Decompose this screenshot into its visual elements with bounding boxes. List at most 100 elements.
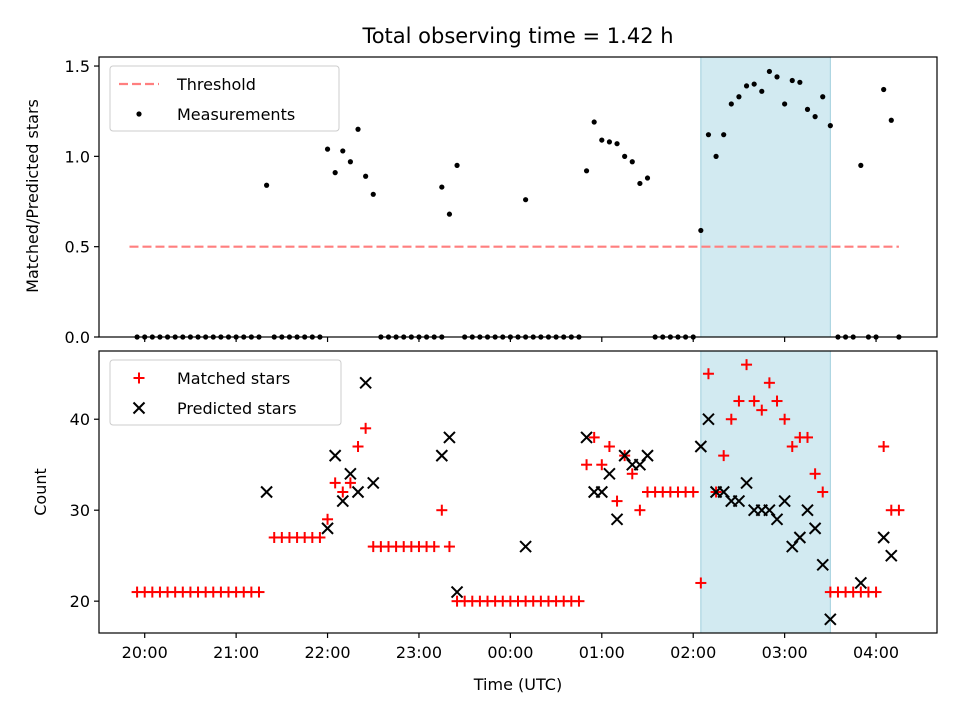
bottom-series1-point-3-b [336,494,349,508]
bottom-legend: Matched stars Predicted stars [109,359,342,426]
top-series0-point-61 [583,168,590,174]
bottom-series0-point-16 [253,586,265,598]
bottom-series1-point-41-b [885,549,898,562]
bottom-series1-point-24-b [717,485,730,499]
bottom-series1-point-14 [595,485,609,499]
bottom-series1-point-4 [344,467,357,481]
bottom-series0-point-59 [588,431,600,443]
top-ytick-label-0: 0.0 [65,328,90,347]
top-series0-point-97 [858,162,864,168]
bottom-series1-point-26 [732,494,746,508]
bottom-xtick-label-0: 20:00 [122,643,168,662]
bottom-series1-point-19-b [633,458,647,471]
bottom-series1-point-17 [618,449,631,462]
bottom-legend-label-0: Matched stars [177,369,290,388]
bottom-series1-point-36 [808,522,822,535]
bottom-series1-point-21-b [694,440,708,453]
bottom-series0-point-29 [360,422,372,434]
bottom-legend-marker-1-b [132,401,146,415]
bottom-series0-point-23 [314,531,326,543]
top-series0-point-101 [888,117,894,123]
bottom-series0-point-62 [611,495,623,507]
top-series0-point-27 [340,148,346,154]
bottom-series1-point-11-b [519,540,532,553]
bottom-series1-point-37 [816,558,829,571]
bottom-series0-point-24 [322,513,334,525]
bottom-series0-point-80 [748,395,760,407]
top-legend-box [109,65,340,132]
top-series0-point-92 [820,94,826,100]
bottom-series1-point-21 [694,440,708,453]
bottom-series1-point-35 [801,503,814,517]
bottom-series0-point-84 [779,413,791,425]
bottom-series0-point-96 [870,586,882,598]
bottom-series0-point-38 [428,541,440,553]
bottom-series1-point-15-b [603,467,616,481]
top-ytick-label-3: 1.5 [65,57,90,76]
top-ytick-label-1: 0.5 [65,238,90,257]
bottom-series1-point-38-b [824,613,837,626]
top-legend-label-1: Measurements [177,105,295,124]
top-series0-point-87 [782,101,788,107]
bottom-series0-point-28 [352,441,364,453]
top-series0-point-77 [705,132,712,138]
bottom-ytick-label-0: 20 [70,592,90,611]
bottom-legend-marker-0 [133,372,145,384]
top-series0-point-41 [439,184,445,190]
bottom-series1-point-7-b [367,476,380,490]
bottom-series1-point-31-b [770,513,784,526]
top-series0-point-63 [599,137,605,143]
bottom-xtick-label-7: 03:00 [762,643,808,662]
bottom-axes-frame [98,350,938,634]
bottom-legend-marker-1 [132,401,146,415]
bottom-series1-point-14-b [595,485,609,499]
top-series0-point-25 [324,146,331,152]
bottom-series0-point-61 [603,441,615,453]
bottom-series1-point-41 [885,549,898,562]
bottom-series1-point-34-b [793,531,807,544]
bottom-series1-point-27 [740,476,753,490]
top-series0-point-93 [827,123,833,129]
bottom-series0-point-58 [581,459,593,471]
bottom-xtick-label-6: 02:00 [670,643,716,662]
top-series0-point-82 [743,83,750,89]
bottom-series0-point-88 [809,468,821,480]
top-series0-point-28 [347,159,353,165]
top-series0-point-64 [606,139,613,145]
bottom-series1-point-33-b [786,540,799,553]
bottom-series1-point-9-b [443,431,456,444]
bottom-xtick-label-2: 22:00 [304,643,350,662]
bottom-series1-point-32-b [778,494,791,508]
bottom-series1-point-8-b [435,449,449,462]
bottom-xtick-label-3: 23:00 [396,643,442,662]
bottom-legend-box [109,359,342,426]
bottom-series1-point-4-b [344,467,357,481]
bottom-series1-point-24 [717,485,730,499]
bottom-series1-point-5 [351,485,365,499]
top-series0-point-89 [797,79,803,85]
bottom-series1-point-10 [450,585,464,599]
bottom-series0-point-39 [436,504,448,516]
top-series0-point-17 [264,182,270,188]
top-series0-point-31 [370,191,376,197]
bottom-xtick-label-1: 21:00 [213,643,259,662]
bottom-series1-point-17-b [618,449,631,462]
bottom-panel: 20 30 40 20:00 21:00 22:00 23:00 00:00 01:00 02:0… [70,350,938,662]
top-panel: 0.0 0.5 1.0 1.5 Threshold Measurements [65,56,938,347]
top-series0-point-53 [523,197,529,203]
bottom-series1-point-40 [877,531,890,544]
top-series0-point-100 [881,86,887,93]
bottom-series1-point-1 [321,522,334,535]
bottom-series0-point-72 [687,486,699,498]
bottom-series1-point-20 [641,449,654,462]
bottom-series1-point-38 [824,613,837,626]
bottom-series0-point-77 [725,413,737,425]
top-series0-point-66 [622,153,628,159]
bottom-series1-point-15 [603,467,616,481]
bottom-series0-point-60 [596,459,608,471]
top-series0-point-68 [637,180,643,187]
bottom-series1-point-3 [336,494,349,508]
top-series0-point-80 [728,101,734,107]
x-axis-label: Time (UTC) [473,675,562,694]
